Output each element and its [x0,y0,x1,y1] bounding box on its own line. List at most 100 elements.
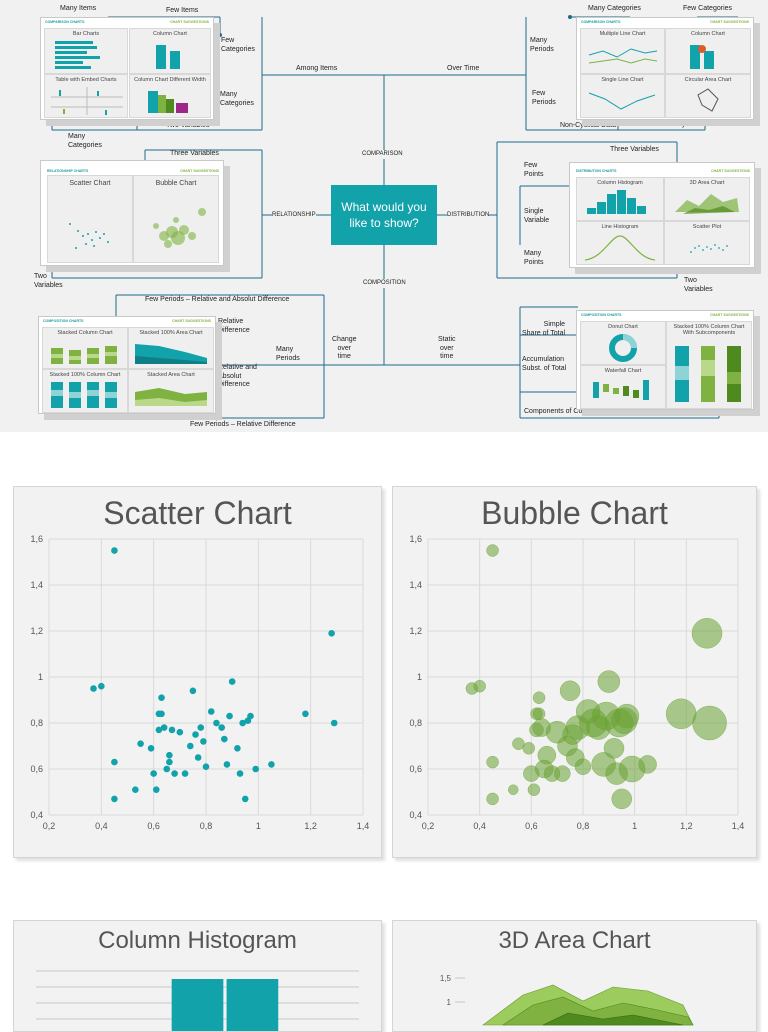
scatter-point [166,758,173,766]
y-tick-label: 1,4 [409,580,422,590]
scatter-point [181,770,189,777]
mini-bar-charts: Bar Charts [44,28,128,74]
label-change-over-time: Change over time [332,336,357,360]
scatter-point [213,719,220,727]
bubble-point [473,679,486,693]
x-tick-label: 1,2 [680,821,693,831]
y-tick-label: 1,2 [30,626,43,636]
bubble-chart-title: Bubble Chart [481,495,668,531]
scatter-point [239,719,246,727]
distribution-panel: DISTRIBUTION CHARTS CHART SUGGESTIONS Co… [569,162,755,268]
bubble-chart-panel: Bubble Chart 0,2 0,4 0,6 0,8 1 1,2 1,4 0,4 0,6 0,… [392,486,757,858]
y-tick-label: 0,6 [409,764,422,774]
scatter-point [328,630,335,637]
scatter-point [302,710,309,718]
x-tick-label: 0,6 [525,821,538,831]
label-over-time: Over Time [447,65,480,72]
x-tick-label: 0,2 [422,821,435,831]
label-relative-difference: Relative Difference [218,318,250,334]
scatter-point [147,745,155,752]
mini-stacked-area: Stacked Area Chart [128,369,214,413]
mini-title: Scatter Chart [69,180,111,187]
composition-left-panel: COMPOSITION CHARTS CHART SUGGESTIONS Sta… [38,316,216,414]
x-tick-label: 1 [632,821,637,831]
mini-title: 3D Area Chart [689,180,725,186]
comparison-right-panel: COMPARISON CHARTS CHART SUGGESTIONS Mult… [576,17,754,120]
label-cyclical: Cyclical Data [677,121,718,128]
scatter-point [189,687,197,695]
scatter-point [187,742,194,750]
bubble-point [665,698,697,730]
chart-suggestions-diagram: What would you like to show? COMPARISON … [0,0,768,432]
mini-title: Stacked 100% Area Chart [139,330,203,336]
bubble-point [614,703,640,729]
mini-scatter-plot: Scatter Plot [664,221,750,265]
scatter-point [166,751,173,759]
label-many-periods-comp: Many Periods [276,346,300,362]
mini-stacked-column: Stacked Column Chart [42,327,128,369]
mini-title: Single Line Chart [601,77,644,83]
label-few-categories-top: Few Categories [683,5,733,12]
area-3d-plot: 1,51 [440,974,694,1026]
branch-distribution: DISTRIBUTION [447,211,490,220]
x-tick-label: 0,6 [147,821,160,831]
mini-line-histogram: Line Histogram [576,221,664,265]
mini-title: Stacked 100% Column Chart With Subcompon… [673,324,745,336]
x-tick-label: 1,4 [732,821,745,831]
mini-title: Column Histogram [597,180,643,186]
label-few-points: Few Points [524,162,544,178]
scatter-point [158,710,165,718]
x-tick-label: 1,2 [304,821,317,831]
scatter-point [150,770,157,777]
scatter-point [200,738,207,745]
mini-stacked-100-area: Stacked 100% Area Chart [128,327,214,369]
question-box: What would you like to show? [331,185,437,245]
label-few-periods-rel: Few Periods – Relative Difference [190,421,296,428]
scatter-point [90,685,97,692]
mini-title: Table with Embed Charts [55,77,117,83]
bubble-point [486,755,499,769]
x-tick-label: 1 [256,821,261,831]
mini-title: Bubble Chart [155,180,197,187]
bubble-point [554,765,571,782]
label-many-categories-bottom: Many Categories [68,133,102,149]
scatter-point [160,724,168,731]
scatter-point [171,770,178,777]
composition-right-header2: CHART SUGGESTIONS [710,313,749,317]
y-tick-label: 0,8 [30,718,43,728]
histogram-bar [226,979,279,1031]
composition-header2: CHART SUGGESTIONS [172,319,211,323]
mini-stacked-100-column: Stacked 100% Column Chart [42,369,128,413]
label-three-variables-rel: Three Variables [170,150,219,157]
column-histogram-panel: Column Histogram [13,920,382,1032]
bubble-point [486,792,499,806]
label-many-items: Many Items [60,5,97,12]
mini-title: Column Chart [691,31,725,37]
mini-title: Circular Area Chart [684,77,732,83]
label-accumulation: Accumulation Subst. of Total [522,356,567,372]
mini-title: Stacked 100% Column Chart [49,372,121,378]
bubble-point [522,742,535,755]
scatter-point [111,758,118,766]
label-many-categories-top: Many Categories [588,5,641,12]
y-tick-label: 1,4 [30,580,43,590]
scatter-point [202,763,210,770]
distribution-header: DISTRIBUTION CHARTS [576,169,617,173]
scatter-point [228,678,236,685]
bubble-point [638,755,657,774]
y-tick-label: 1 [38,672,43,682]
bubble-point [532,707,546,721]
bubble-point [532,691,546,704]
mini-column-different-width: Column Chart Different Width [129,74,211,118]
relationship-header: RELATIONSHIP CHARTS [47,169,89,173]
scatter-point [152,786,160,793]
bubble-point [574,758,592,775]
column-histogram-plot [36,970,359,1031]
label-two-variables-dist: Two Variables [684,277,713,293]
scatter-point [163,765,171,773]
x-tick-label: 0,2 [43,821,56,831]
bubble-point [597,670,621,693]
bubble-point [512,737,525,750]
label-two-variables-rel: Two Variables [34,273,63,289]
bubble-chart-plot: 0,2 0,4 0,6 0,8 1 1,2 1,40,40,60,811,21,41,6 [409,534,745,831]
